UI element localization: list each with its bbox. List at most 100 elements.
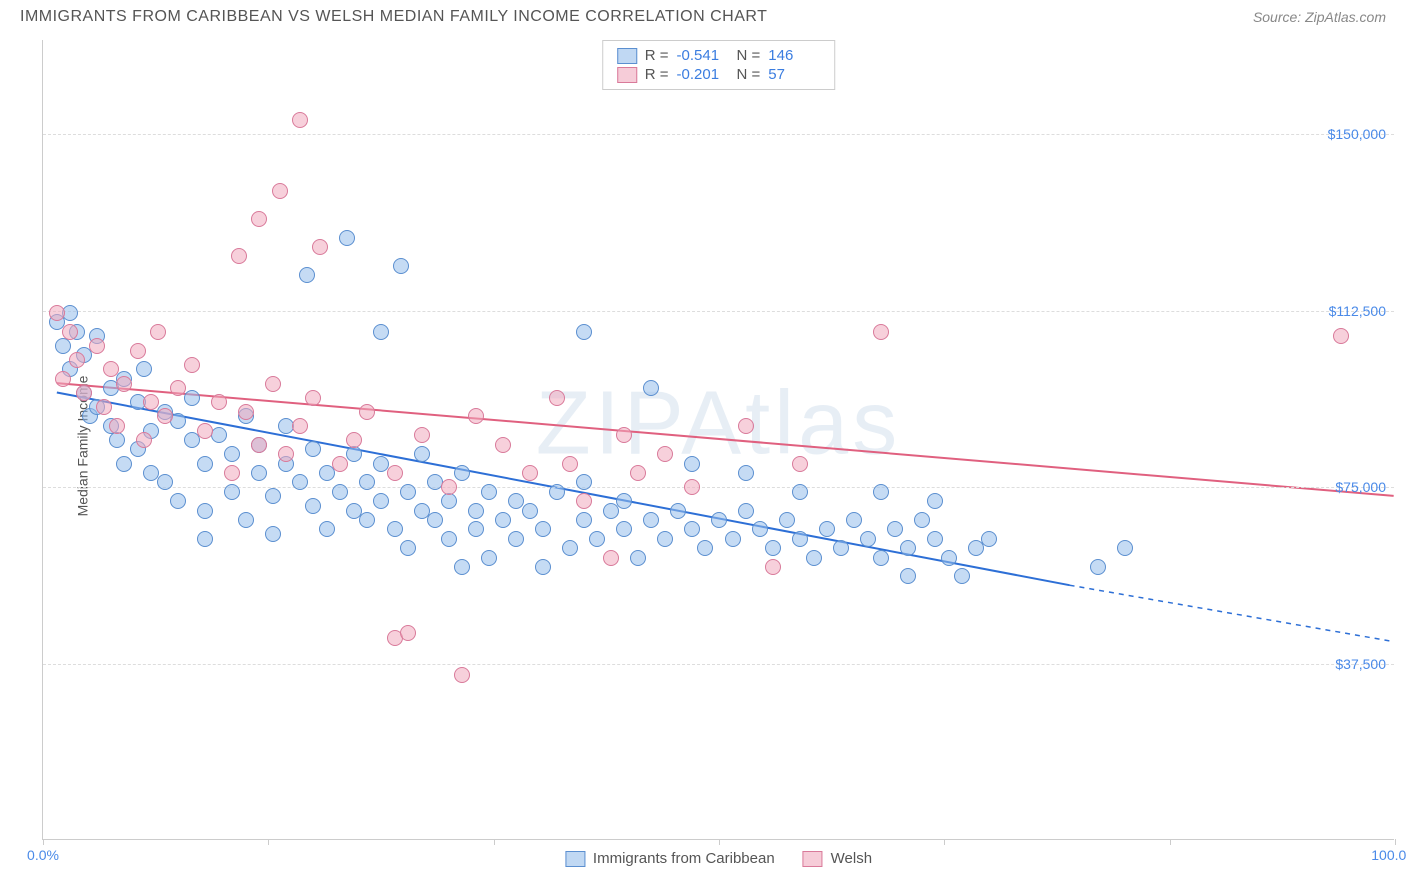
scatter-point [603, 550, 619, 566]
scatter-point [224, 446, 240, 462]
scatter-point [873, 484, 889, 500]
scatter-point [1090, 559, 1106, 575]
scatter-point [305, 390, 321, 406]
scatter-point [393, 258, 409, 274]
swatch-welsh [617, 67, 637, 83]
stat-n-value: 57 [768, 66, 820, 83]
scatter-point [251, 465, 267, 481]
scatter-point [312, 239, 328, 255]
scatter-point [576, 512, 592, 528]
scatter-point [914, 512, 930, 528]
scatter-point [414, 446, 430, 462]
scatter-point [833, 540, 849, 556]
scatter-point [887, 521, 903, 537]
scatter-point [278, 446, 294, 462]
scatter-point [292, 474, 308, 490]
scatter-point [441, 479, 457, 495]
legend-item-caribbean: Immigrants from Caribbean [565, 850, 775, 867]
scatter-point [927, 531, 943, 547]
gridline [43, 311, 1394, 312]
scatter-point [373, 493, 389, 509]
scatter-point [927, 493, 943, 509]
x-tick [43, 839, 44, 845]
scatter-point [49, 305, 65, 321]
scatter-point [481, 484, 497, 500]
y-tick-label: $150,000 [1328, 126, 1386, 142]
scatter-point [616, 427, 632, 443]
scatter-point [670, 503, 686, 519]
stat-n-label: N = [737, 47, 761, 64]
scatter-point [359, 512, 375, 528]
scatter-point [130, 343, 146, 359]
scatter-point [711, 512, 727, 528]
swatch-caribbean [565, 851, 585, 867]
x-tick [1170, 839, 1171, 845]
scatter-point [305, 498, 321, 514]
scatter-point [265, 488, 281, 504]
scatter-point [779, 512, 795, 528]
scatter-point [116, 376, 132, 392]
x-tick [944, 839, 945, 845]
scatter-point [197, 531, 213, 547]
scatter-point [454, 465, 470, 481]
scatter-point [238, 404, 254, 420]
scatter-point [684, 521, 700, 537]
scatter-point [55, 338, 71, 354]
scatter-point [576, 324, 592, 340]
scatter-point [224, 484, 240, 500]
stat-r-label: R = [645, 66, 669, 83]
scatter-point [76, 385, 92, 401]
chart-title: IMMIGRANTS FROM CARIBBEAN VS WELSH MEDIA… [20, 8, 767, 26]
scatter-point [224, 465, 240, 481]
scatter-point [89, 338, 105, 354]
scatter-point [684, 479, 700, 495]
scatter-point [332, 456, 348, 472]
scatter-point [251, 437, 267, 453]
scatter-point [292, 112, 308, 128]
scatter-point [941, 550, 957, 566]
scatter-point [562, 456, 578, 472]
scatter-point [562, 540, 578, 556]
scatter-point [62, 324, 78, 340]
scatter-point [136, 432, 152, 448]
stat-r-value: -0.541 [677, 47, 729, 64]
scatter-point [630, 550, 646, 566]
stat-n-value: 146 [768, 47, 820, 64]
scatter-point [873, 550, 889, 566]
scatter-point [495, 512, 511, 528]
scatter-point [643, 512, 659, 528]
scatter-point [684, 456, 700, 472]
legend-item-welsh: Welsh [803, 850, 872, 867]
scatter-point [792, 484, 808, 500]
scatter-point [272, 183, 288, 199]
scatter-point [265, 526, 281, 542]
legend-label: Immigrants from Caribbean [593, 850, 775, 867]
stat-r-label: R = [645, 47, 669, 64]
scatter-point [616, 521, 632, 537]
chart-header: IMMIGRANTS FROM CARIBBEAN VS WELSH MEDIA… [0, 0, 1406, 30]
scatter-point [481, 550, 497, 566]
x-tick-label: 0.0% [27, 847, 59, 863]
scatter-point [55, 371, 71, 387]
scatter-point [157, 474, 173, 490]
scatter-point [535, 521, 551, 537]
y-tick-label: $37,500 [1335, 656, 1386, 672]
scatter-point [468, 503, 484, 519]
scatter-point [170, 380, 186, 396]
scatter-point [873, 324, 889, 340]
scatter-point [400, 625, 416, 641]
x-tick [494, 839, 495, 845]
scatter-point [143, 394, 159, 410]
scatter-point [643, 380, 659, 396]
scatter-point [373, 324, 389, 340]
scatter-point [589, 531, 605, 547]
stat-r-value: -0.201 [677, 66, 729, 83]
stats-legend-box: R = -0.541 N = 146 R = -0.201 N = 57 [602, 40, 836, 90]
scatter-point [508, 531, 524, 547]
bottom-legend: Immigrants from Caribbean Welsh [565, 850, 872, 867]
scatter-point [251, 211, 267, 227]
scatter-point [765, 540, 781, 556]
scatter-point [400, 484, 416, 500]
gridline [43, 487, 1394, 488]
scatter-point [116, 456, 132, 472]
